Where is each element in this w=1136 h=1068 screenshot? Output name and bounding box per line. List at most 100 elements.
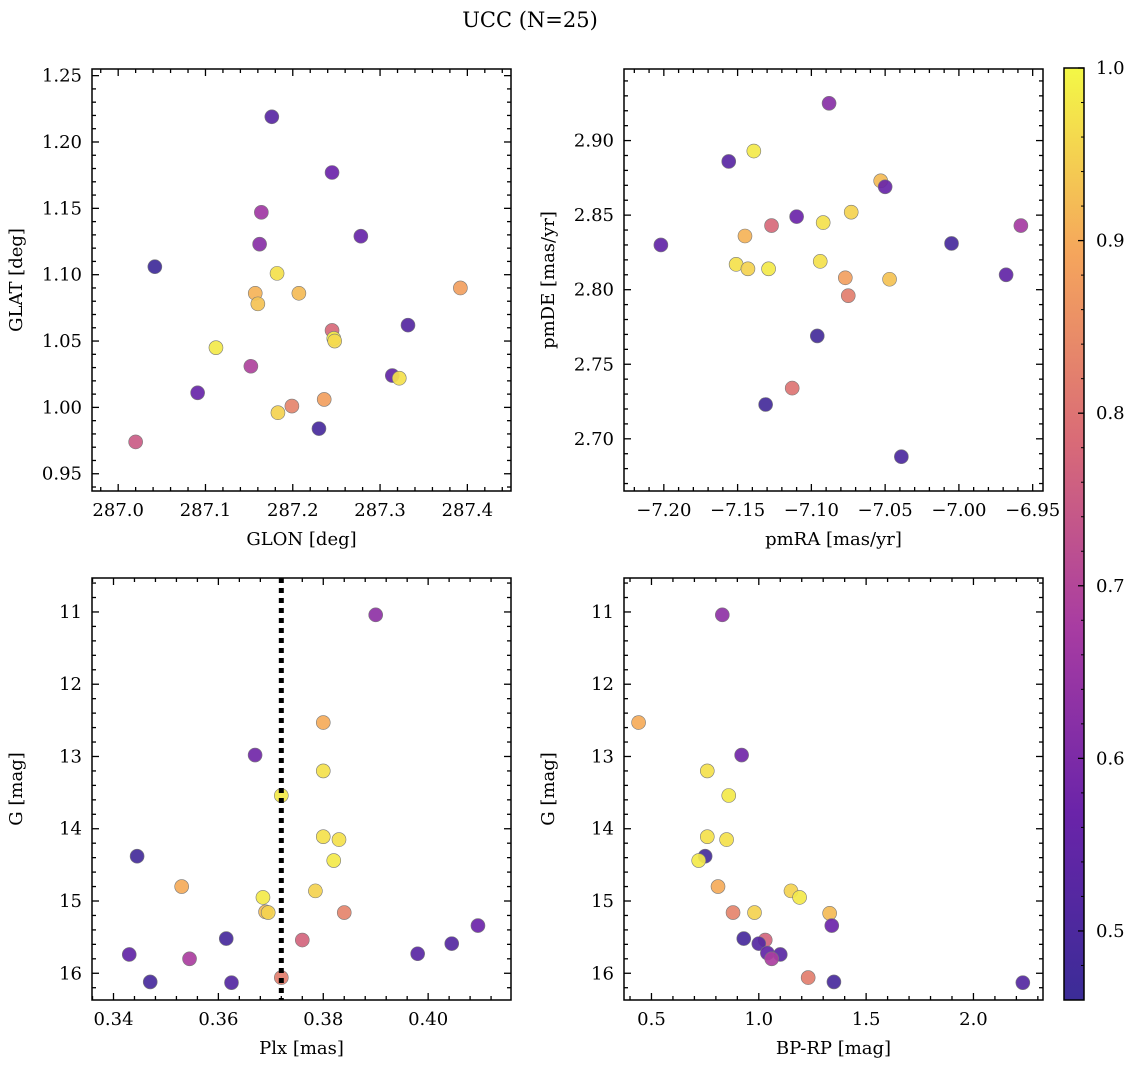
y-tick-label: 13: [59, 746, 82, 767]
plot-frame: [623, 68, 1044, 492]
scatter-point: [218, 931, 234, 946]
x-tick-label: 2.0: [959, 1009, 988, 1030]
scatter-point: [308, 883, 323, 899]
scatter-point: [444, 936, 460, 951]
y-tick-label: 12: [59, 674, 82, 695]
scatter-point: [815, 215, 831, 230]
y-tick-label: 16: [59, 963, 82, 984]
y-tick-label: 0.95: [42, 464, 82, 485]
y-tick-label: 2.70: [574, 429, 614, 450]
scatter-point: [331, 832, 347, 847]
axis-ticks: [92, 69, 511, 491]
scatter-point: [838, 270, 853, 286]
scatter-point: [410, 946, 425, 962]
x-tick-label: 1.0: [744, 1009, 773, 1030]
scatter-point: [725, 905, 741, 920]
x-tick-label: 0.40: [408, 1009, 448, 1030]
scatter-point: [764, 951, 779, 967]
scatter-point: [254, 205, 269, 220]
panel-pmra-pmde: −7.20 −7.15 −7.10 −7.05 −7.00 −6.95 2.70 2.75 2.…: [538, 68, 1060, 550]
scatter-point: [737, 228, 753, 244]
y-tick-label: 1.20: [42, 132, 82, 153]
y-tick-label: 13: [591, 746, 614, 767]
x-axis-label: BP-RP [mag]: [776, 1038, 891, 1059]
scatter-point: [315, 829, 331, 844]
panel-bprp-g: 0.5 1.0 1.5 2.0 11 12 13 14 15 16 BP-RP [mag] G [ma…: [538, 577, 1044, 1059]
scatter-point: [824, 918, 840, 933]
scatter-point: [121, 947, 137, 962]
y-axis-label: G [mag]: [538, 752, 559, 825]
y-axis-label: G [mag]: [6, 752, 27, 825]
scatter-point: [784, 380, 800, 396]
scatter-point: [291, 285, 307, 301]
scatter-point: [699, 829, 715, 844]
y-tick-label: 11: [59, 602, 82, 623]
x-tick-label: 287.4: [442, 500, 494, 521]
y-tick-label: 1.10: [42, 265, 82, 286]
scatter-point: [826, 974, 842, 990]
scatter-point: [882, 271, 897, 287]
scatter-points: [631, 607, 1031, 990]
scatter-point: [129, 848, 145, 864]
scatter-point: [324, 165, 340, 180]
scatter-point: [182, 951, 197, 967]
figure-title: UCC (N=25): [462, 8, 598, 32]
scatter-point: [353, 228, 369, 244]
scatter-point: [812, 254, 828, 269]
scatter-point: [746, 143, 762, 159]
scatter-point: [843, 204, 859, 220]
y-tick-label: 12: [591, 674, 614, 695]
y-tick-label: 14: [59, 819, 82, 840]
scatter-point: [691, 853, 706, 868]
colorbar-tick-label: 1.0: [1096, 58, 1125, 79]
scatter-point: [315, 715, 331, 730]
scatter-points: [653, 95, 1029, 465]
scatter-point: [715, 607, 730, 623]
scatter-points: [128, 109, 468, 450]
plot-frame: [623, 577, 1044, 1001]
scatter-point: [809, 328, 825, 344]
scatter-point: [699, 763, 715, 779]
y-tick-label: 2.90: [574, 131, 614, 152]
scatter-point: [269, 266, 285, 281]
x-tick-label: −7.00: [931, 500, 986, 521]
scatter-point: [822, 905, 837, 921]
scatter-point: [470, 918, 486, 933]
scatter-point: [1013, 218, 1029, 233]
scatter-point: [147, 259, 163, 275]
x-axis-label: Plx [mas]: [259, 1038, 344, 1059]
x-axis-label: pmRA [mas/yr]: [765, 529, 902, 550]
scatter-point: [800, 970, 816, 985]
scatter-point: [260, 905, 276, 920]
scatter-point: [208, 340, 224, 355]
scatter-point: [653, 237, 669, 253]
y-tick-label: 1.05: [42, 331, 82, 352]
scatter-point: [174, 879, 189, 894]
scatter-point: [270, 405, 286, 421]
scatter-point: [789, 209, 804, 224]
scatter-point: [391, 370, 407, 386]
scatter-point: [327, 333, 342, 349]
scatter-point: [142, 974, 158, 990]
scatter-point: [747, 905, 762, 920]
scatter-point: [840, 288, 856, 303]
x-tick-label: 1.5: [852, 1009, 881, 1030]
scatter-point: [877, 179, 893, 195]
scatter-point: [453, 280, 468, 296]
scatter-point: [252, 236, 267, 252]
y-tick-label: 15: [591, 891, 614, 912]
x-tick-label: 287.2: [267, 500, 319, 521]
plot-frame: [91, 577, 512, 1001]
scatter-point: [336, 905, 352, 920]
x-tick-label: −7.05: [858, 500, 913, 521]
scatter-point: [740, 261, 756, 277]
scatter-point: [944, 236, 959, 251]
scatter-point: [894, 449, 909, 465]
scatter-point: [792, 890, 807, 905]
colorbar-tick-label: 0.6: [1096, 748, 1125, 769]
scatter-point: [721, 154, 737, 169]
x-axis-label: GLON [deg]: [246, 529, 356, 550]
scatter-point: [719, 832, 734, 847]
scatter-point: [734, 747, 749, 763]
